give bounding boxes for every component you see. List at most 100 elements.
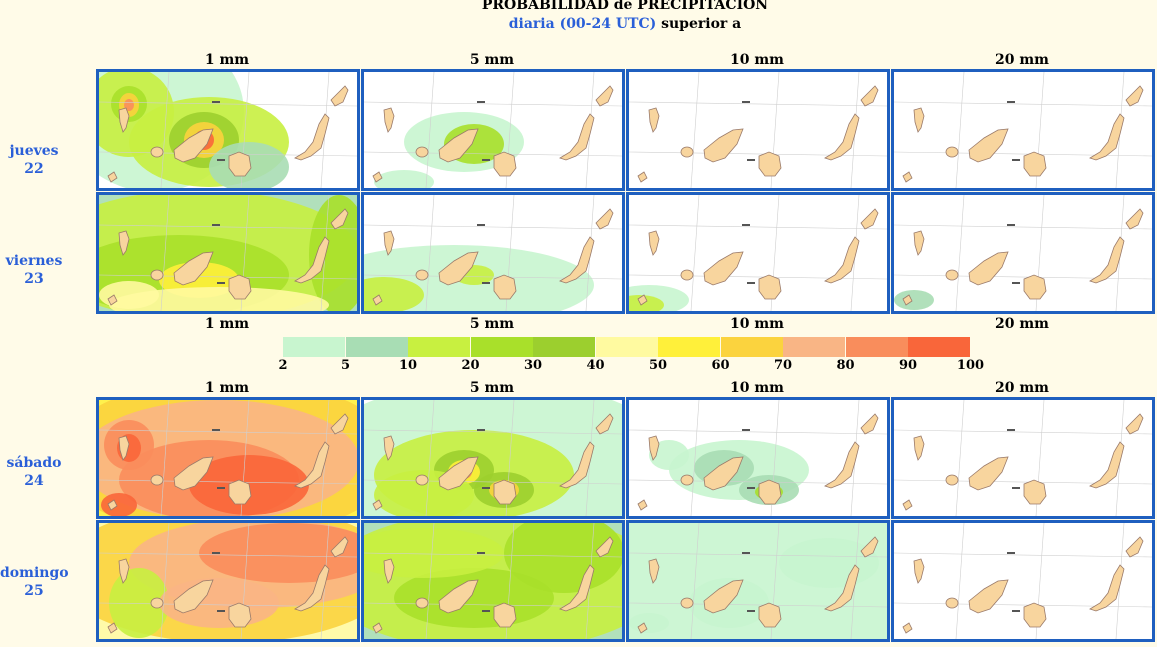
grid-tick-mark [742,101,750,103]
island-outline [1023,151,1047,177]
island-outline [637,499,648,511]
map-background [894,195,1152,311]
grid-line [955,72,965,188]
probability-area [109,568,169,638]
grid-tick-mark [477,552,485,554]
precip-map-panel [891,192,1155,314]
legend-swatch [908,337,970,357]
grid-line [629,479,887,485]
precip-map-panel [891,69,1155,191]
island-outline [330,536,349,558]
precip-map [99,72,357,188]
island-outline [913,435,925,461]
grid-tick-mark [742,224,750,226]
grid-line [160,400,170,516]
precip-map [629,523,887,639]
island-outline [1023,479,1047,505]
legend-label: 2 [278,358,288,373]
island-outline [372,171,383,183]
island-outline [493,479,517,505]
island-outline [438,456,479,491]
grid-tick-mark [212,552,220,554]
column-header-1mm: 1 mm [204,380,250,396]
day-name: viernes [5,253,63,269]
island-outline [415,146,429,158]
grid-tick-mark [1012,159,1020,161]
subtitle-period: diaria (00-24 UTC) [508,16,657,32]
island-outline [1089,236,1125,284]
island-outline [1023,274,1047,300]
legend-label: 10 [398,358,418,373]
island-outline [758,479,782,505]
island-outline [968,579,1009,614]
grid-line [364,602,622,608]
grid-line [160,195,170,311]
island-outline [648,558,660,584]
island-outline [150,597,164,609]
precip-map [364,195,622,311]
island-outline [383,230,395,256]
column-header-10mm: 10 mm [730,52,784,68]
grid-tick-mark [482,159,490,161]
island-outline [173,128,214,163]
row-label-day: viernes 23 [0,252,68,288]
island-outline [173,251,214,286]
grid-tick-mark [477,429,485,431]
island-outline [372,294,383,306]
grid-tick-mark [477,224,485,226]
grid-line [894,479,1152,485]
column-header-1mm: 1 mm [204,52,250,68]
grid-line [690,195,700,311]
island-outline [902,294,913,306]
island-outline [824,564,860,612]
grid-line [894,552,1152,558]
grid-line [99,274,357,280]
grid-line [99,552,357,558]
page-subtitle: diaria (00-24 UTC) superior a [0,16,1157,32]
probability-area [779,538,879,588]
island-outline [559,236,595,284]
island-outline [860,413,879,435]
island-outline [595,85,614,107]
island-outline [680,474,694,486]
island-outline [107,622,118,634]
grid-tick-mark [742,429,750,431]
island-outline [860,208,879,230]
grid-line [364,274,622,280]
grid-line [955,400,965,516]
grid-tick-mark [482,282,490,284]
precip-map [894,195,1152,311]
island-outline [330,85,349,107]
grid-tick-mark [212,224,220,226]
grid-line [629,151,887,157]
island-outline [330,413,349,435]
island-outline [372,622,383,634]
precip-map-panel [361,192,625,314]
island-outline [1089,564,1125,612]
island-outline [330,208,349,230]
precip-map-panel [96,520,360,642]
grid-line [160,523,170,639]
probability-area [199,523,357,583]
precip-map [99,523,357,639]
island-outline [150,474,164,486]
grid-tick-mark [1012,610,1020,612]
island-outline [902,171,913,183]
island-outline [1023,602,1047,628]
grid-line [690,72,700,188]
island-outline [107,294,118,306]
island-outline [294,113,330,161]
grid-line [629,552,887,558]
legend-swatch [283,337,345,357]
island-outline [228,151,252,177]
island-outline [703,456,744,491]
grid-tick-mark [747,610,755,612]
island-outline [228,274,252,300]
grid-line [894,602,1152,608]
island-outline [415,474,429,486]
probability-area [649,440,689,470]
precip-map-panel [361,69,625,191]
page-title: PROBABILIDAD de PRECIPITACION [481,0,769,13]
grid-tick-mark [212,429,220,431]
island-outline [118,435,130,461]
